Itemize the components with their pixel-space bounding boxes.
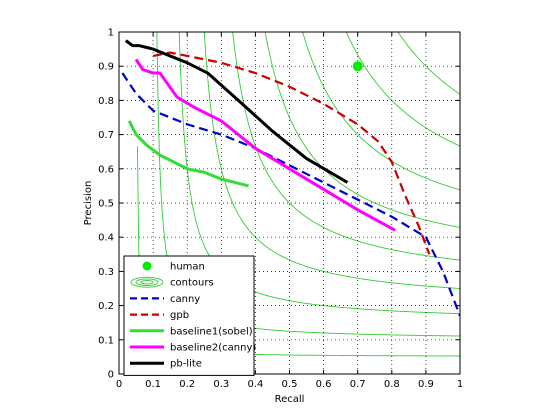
y-tick-label: 0.9 — [98, 62, 114, 73]
f-contour-0.8 — [345, 32, 460, 147]
y-tick-label: 0.1 — [98, 335, 114, 346]
x-tick-label: 0.3 — [213, 379, 229, 390]
x-tick-label: 0.8 — [384, 379, 400, 390]
y-tick-label: 0.7 — [98, 130, 114, 141]
y-tick-label: 0.6 — [98, 164, 114, 175]
series-line-1 — [152, 51, 431, 255]
x-tick-label: 0.6 — [316, 379, 332, 390]
x-tick-label: 0 — [116, 379, 122, 390]
legend-label: human — [170, 262, 205, 273]
f-contour-0.4 — [203, 32, 460, 289]
legend-label: baseline2(canny) — [170, 343, 256, 354]
x-tick-label: 0.2 — [179, 379, 195, 390]
y-axis-label: Precision — [83, 181, 94, 226]
legend-label: canny — [170, 294, 200, 305]
legend-label: baseline1(sobel) — [170, 326, 253, 337]
x-tick-label: 0.7 — [350, 379, 366, 390]
legend-label: pb-lite — [170, 359, 202, 370]
f-contour-0.9 — [397, 32, 460, 95]
legend-marker-human — [142, 261, 152, 271]
legend-marker-contours — [140, 279, 154, 285]
x-tick-label: 0.9 — [418, 379, 434, 390]
f-contour-0.5 — [232, 32, 460, 261]
human-point — [352, 61, 363, 72]
y-tick-label: 1 — [108, 28, 114, 39]
series-line-0 — [121, 72, 460, 317]
y-tick-label: 0 — [108, 370, 114, 381]
x-tick-label: 0.4 — [247, 379, 263, 390]
legend-marker-contours — [135, 278, 159, 286]
x-axis-label: Recall — [275, 394, 305, 405]
legend-label: gpb — [170, 310, 189, 321]
axis-ticks: 0 0.1 0.2 0.3 0.4 0.5 0.6 0.7 0.8 0.9 1 0 0.1 0.2 0.3 0… — [98, 28, 463, 391]
human-point-layer — [352, 61, 363, 72]
legend-marker-contours — [130, 276, 164, 288]
x-tick-label: 0.5 — [282, 379, 298, 390]
series-line-4 — [124, 39, 349, 184]
legend: human contours canny gpb baseline1(sobel) bas… — [123, 255, 256, 376]
series-line-3 — [134, 58, 396, 232]
y-tick-label: 0.8 — [98, 96, 114, 107]
series-line-2 — [127, 120, 249, 188]
x-tick-label: 1 — [457, 379, 463, 390]
x-tick-label: 0.1 — [145, 379, 161, 390]
f-contour-0.6 — [264, 32, 460, 228]
y-tick-label: 0.2 — [98, 301, 114, 312]
series-lines — [121, 39, 460, 317]
y-tick-label: 0.3 — [98, 267, 114, 278]
y-tick-label: 0.5 — [98, 199, 114, 210]
f-contour-0.7 — [302, 32, 460, 191]
y-tick-label: 0.4 — [98, 233, 114, 244]
legend-label: contours — [170, 278, 214, 289]
